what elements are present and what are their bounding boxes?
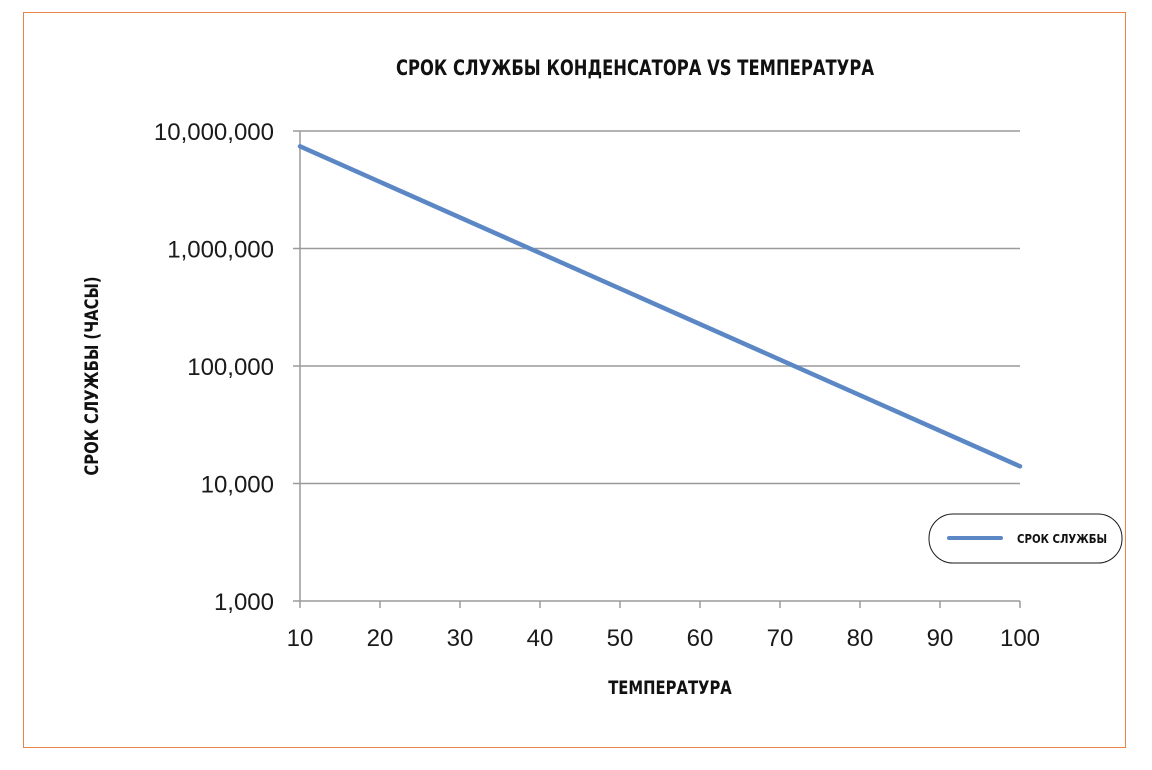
x-tick-label: 80 xyxy=(847,625,874,652)
x-tick-label: 40 xyxy=(527,625,554,652)
y-tick-label: 1,000,000 xyxy=(167,237,274,264)
legend-box xyxy=(928,513,1123,564)
y-tick-label: 1,000 xyxy=(214,589,274,616)
ticks-layer: 1,000 10,000 100,000 1,000,000 10,000,000 10 2… xyxy=(154,119,1040,652)
series-line xyxy=(297,144,1023,469)
chart-title: СРОК СЛУЖБЫ КОНДЕНСАТОРА VS ТЕМПЕРАТУРА xyxy=(396,57,874,80)
x-tick-label: 60 xyxy=(687,625,714,652)
chart-svg: СРОК СЛУЖБЫ КОНДЕНСАТОРА VS ТЕМПЕРАТУРА … xyxy=(81,57,1123,700)
legend-label: СРОК СЛУЖБЫ xyxy=(1017,532,1107,546)
y-tick-label: 10,000 xyxy=(201,472,274,499)
x-tick-label: 30 xyxy=(447,625,474,652)
y-axis-title: СРОК СЛУЖБЫ (ЧАСЫ) xyxy=(81,276,103,475)
x-tick-label: 90 xyxy=(927,625,954,652)
x-tick-label: 100 xyxy=(1000,625,1040,652)
y-tick-label: 100,000 xyxy=(187,354,274,381)
x-tick-label: 20 xyxy=(367,625,394,652)
series-layer xyxy=(297,144,1023,469)
y-tick-label: 10,000,000 xyxy=(154,119,274,146)
chart-frame: СРОК СЛУЖБЫ КОНДЕНСАТОРА VS ТЕМПЕРАТУРА … xyxy=(23,12,1126,748)
legend: СРОК СЛУЖБЫ xyxy=(928,513,1123,564)
x-tick-label: 50 xyxy=(607,625,634,652)
grid-layer xyxy=(300,130,1020,485)
x-axis-title: ТЕМПЕРАТУРА xyxy=(608,677,732,699)
x-tick-label: 10 xyxy=(287,625,314,652)
x-tick-label: 70 xyxy=(767,625,794,652)
